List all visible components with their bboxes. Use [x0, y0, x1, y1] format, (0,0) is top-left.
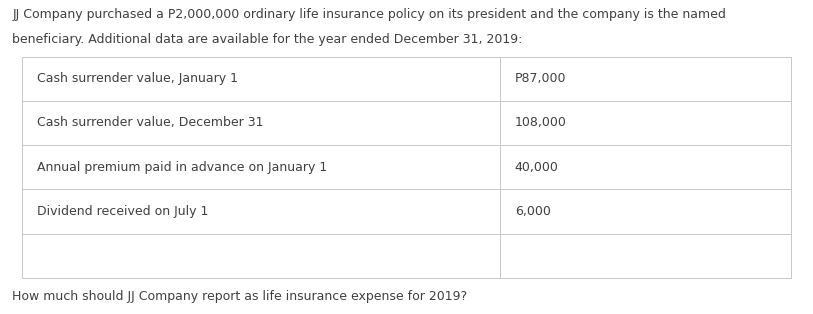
Text: How much should JJ Company report as life insurance expense for 2019?: How much should JJ Company report as lif… — [12, 290, 467, 303]
Text: JJ Company purchased a P2,000,000 ordinary life insurance policy on its presiden: JJ Company purchased a P2,000,000 ordina… — [12, 8, 726, 21]
Text: Cash surrender value, January 1: Cash surrender value, January 1 — [37, 72, 237, 85]
Text: 40,000: 40,000 — [515, 161, 559, 174]
Text: beneficiary. Additional data are available for the year ended December 31, 2019:: beneficiary. Additional data are availab… — [12, 33, 523, 46]
Text: Annual premium paid in advance on January 1: Annual premium paid in advance on Januar… — [37, 161, 327, 174]
Text: 6,000: 6,000 — [515, 205, 550, 218]
Text: 108,000: 108,000 — [515, 116, 567, 129]
Text: Cash surrender value, December 31: Cash surrender value, December 31 — [37, 116, 263, 129]
Bar — [22, 57, 791, 278]
Text: Dividend received on July 1: Dividend received on July 1 — [37, 205, 208, 218]
Text: P87,000: P87,000 — [515, 72, 566, 85]
